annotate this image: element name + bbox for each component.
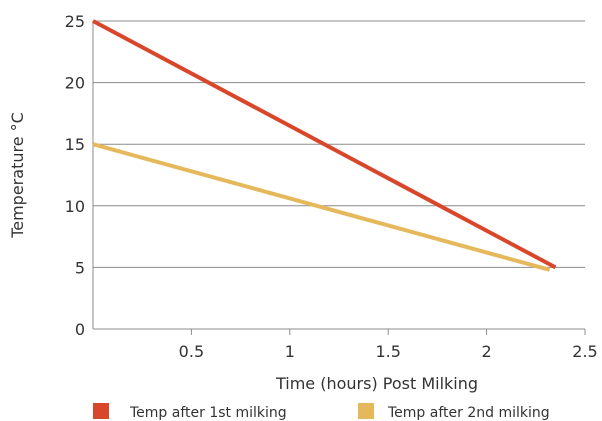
y-ticks: 0 5 10 15 20 25 [65, 12, 85, 339]
legend-label-2: Temp after 2nd milking [387, 405, 550, 421]
y-tick-label-10: 10 [65, 197, 85, 216]
axes [92, 21, 585, 330]
legend-label-1: Temp after 1st milking [129, 405, 287, 421]
series-line-1 [92, 19, 557, 270]
legend-swatch-1 [93, 403, 109, 419]
x-axis-title: Time (hours) Post Milking [275, 374, 478, 393]
y-tick-label-15: 15 [65, 135, 85, 154]
legend: Temp after 1st milking Temp after 2nd mil… [93, 403, 550, 421]
y-axis-title: Temperature °C [8, 112, 27, 239]
x-tick-label-1: 1 [285, 342, 295, 361]
x-tick-label-1.5: 1.5 [375, 342, 400, 361]
series-lines [92, 19, 557, 272]
legend-swatch-2 [358, 403, 374, 419]
y-tick-label-25: 25 [65, 12, 85, 31]
y-tick-label-0: 0 [75, 320, 85, 339]
y-tick-label-5: 5 [75, 258, 85, 277]
x-tick-label-2: 2 [482, 342, 492, 361]
x-ticks: 0.5 1 1.5 2 2.5 [179, 329, 598, 361]
y-tick-label-20: 20 [65, 74, 85, 93]
x-tick-label-0.5: 0.5 [179, 342, 204, 361]
x-tick-label-2.5: 2.5 [572, 342, 597, 361]
series-line-2 [92, 142, 551, 272]
gridlines [93, 20, 585, 268]
